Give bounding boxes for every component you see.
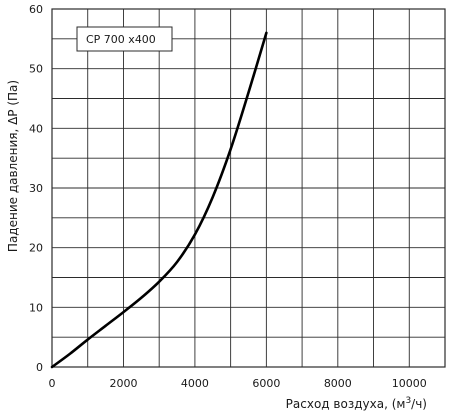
x-tick-labels: 0 2000 4000 6000 8000 10000	[49, 377, 427, 390]
series-line	[50, 31, 268, 369]
x-tick-label: 0	[49, 377, 56, 390]
y-tick-label: 40	[29, 122, 43, 135]
x-axis-label-main: Расход воздуха, (м	[286, 397, 406, 411]
y-tick-labels: 0 10 20 30 40 50 60	[29, 3, 43, 374]
series-layer	[50, 31, 268, 369]
x-tick-label: 10000	[392, 377, 427, 390]
plot-frame	[51, 8, 446, 368]
legend-label: CP 700 x400	[86, 33, 156, 46]
grid	[52, 9, 445, 367]
y-tick-label: 60	[29, 3, 43, 16]
legend: CP 700 x400	[76, 26, 173, 52]
x-tick-label: 8000	[324, 377, 352, 390]
x-tick-label: 6000	[252, 377, 280, 390]
x-axis-label-superscript: 3	[405, 396, 411, 406]
x-axis-label-tail: /ч)	[411, 397, 427, 411]
y-tick-label: 20	[29, 242, 43, 255]
x-tick-label: 2000	[109, 377, 137, 390]
y-axis-label: Падение давления, ΔP (Па)	[6, 80, 20, 252]
y-tick-label: 0	[36, 361, 43, 374]
y-tick-label: 50	[29, 63, 43, 76]
x-axis-label: Расход воздуха, (м3/ч)	[286, 396, 427, 411]
legend-box	[76, 26, 173, 52]
x-tick-label: 4000	[181, 377, 209, 390]
y-tick-label: 30	[29, 182, 43, 195]
y-tick-label: 10	[29, 301, 43, 314]
